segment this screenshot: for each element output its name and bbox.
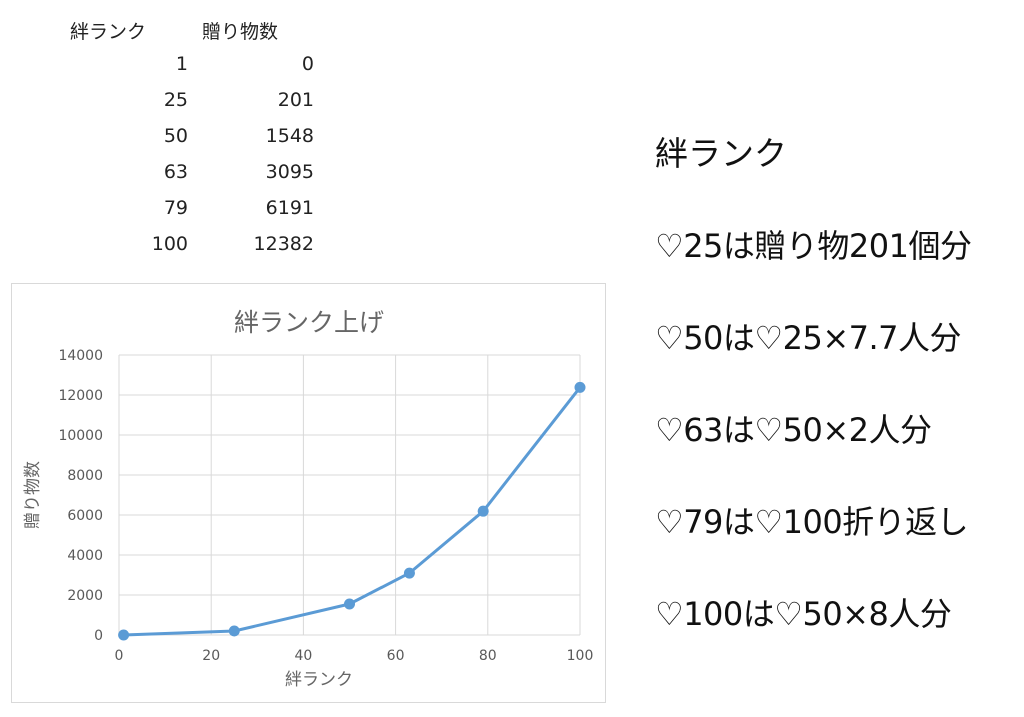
table-row: 25 201 — [60, 82, 314, 118]
table-row: 1 0 — [60, 46, 314, 82]
table-row: 63 3095 — [60, 154, 314, 190]
x-tick-label: 60 — [387, 648, 405, 664]
x-axis-label: 絆ランク — [285, 670, 353, 690]
y-tick-label: 0 — [94, 628, 103, 644]
data-points — [118, 381, 586, 641]
y-tick-label: 4000 — [67, 548, 103, 564]
column-header-rank: 絆ランク — [70, 20, 147, 43]
y-tick-label: 6000 — [67, 508, 103, 524]
table-cell-rank: 79 — [163, 197, 188, 219]
y-tick-label: 10000 — [58, 428, 103, 444]
note-line: ♡25は贈り物201個分 — [655, 227, 972, 265]
series-line — [123, 386, 582, 637]
column-header-gifts: 贈り物数 — [202, 20, 279, 43]
table-cell-rank: 50 — [163, 125, 188, 147]
grid-lines — [118, 354, 581, 636]
data-point — [574, 381, 586, 393]
table-cell-rank: 25 — [163, 89, 188, 111]
x-tick-label: 40 — [294, 648, 312, 664]
y-tick-labels: 0 2000 4000 6000 8000 10000 12000 14000 — [58, 348, 103, 644]
data-point — [403, 567, 415, 579]
note-line: ♡100は♡50×8人分 — [655, 595, 952, 633]
data-table: 絆ランク 贈り物数 1 0 25 201 50 1548 63 3095 79 … — [60, 14, 314, 262]
notes-panel: 絆ランク ♡25は贈り物201個分 ♡50は♡25×7.7人分 ♡63は♡50×… — [655, 128, 1015, 680]
data-point — [118, 629, 130, 641]
x-tick-label: 20 — [202, 648, 220, 664]
note-line: ♡63は♡50×2人分 — [655, 411, 932, 449]
y-axis-label: 贈り物数 — [23, 461, 43, 529]
table-cell-gifts: 3095 — [265, 161, 314, 183]
table-header-row: 絆ランク 贈り物数 — [60, 14, 314, 46]
y-tick-label: 14000 — [58, 348, 103, 364]
table-cell-rank: 100 — [151, 233, 188, 255]
table-cell-gifts: 1548 — [265, 125, 314, 147]
x-tick-label: 0 — [115, 648, 124, 664]
note-line: ♡79は♡100折り返し — [655, 503, 969, 541]
table-cell-rank: 63 — [163, 161, 188, 183]
y-tick-label: 12000 — [58, 388, 103, 404]
table-row: 79 6191 — [60, 190, 314, 226]
table-cell-gifts: 0 — [301, 53, 314, 75]
y-tick-label: 2000 — [67, 588, 103, 604]
data-point — [228, 625, 240, 637]
data-point — [477, 505, 489, 517]
table-cell-gifts: 201 — [277, 89, 314, 111]
chart-svg: 絆ランク上げ 02000400060008000100001200014000 … — [23, 308, 594, 690]
x-tick-label: 100 — [567, 648, 594, 664]
table-row: 50 1548 — [60, 118, 314, 154]
table-cell-rank: 1 — [175, 53, 188, 75]
table-row: 100 12382 — [60, 226, 314, 262]
table-cell-gifts: 6191 — [265, 197, 314, 219]
chart-frame: 絆ランク上げ 0 2000 4000 6000 8000 10000 12000 14000 … — [11, 283, 606, 703]
note-line: ♡50は♡25×7.7人分 — [655, 319, 962, 357]
x-tick-labels: 0 20 40 60 80 100 — [115, 648, 594, 664]
notes-title: 絆ランク — [655, 134, 787, 173]
chart-title: 絆ランク上げ — [234, 308, 384, 337]
data-point — [344, 598, 355, 610]
x-tick-label: 80 — [479, 648, 497, 664]
y-tick-label: 8000 — [67, 468, 103, 484]
table-cell-gifts: 12382 — [253, 233, 314, 255]
